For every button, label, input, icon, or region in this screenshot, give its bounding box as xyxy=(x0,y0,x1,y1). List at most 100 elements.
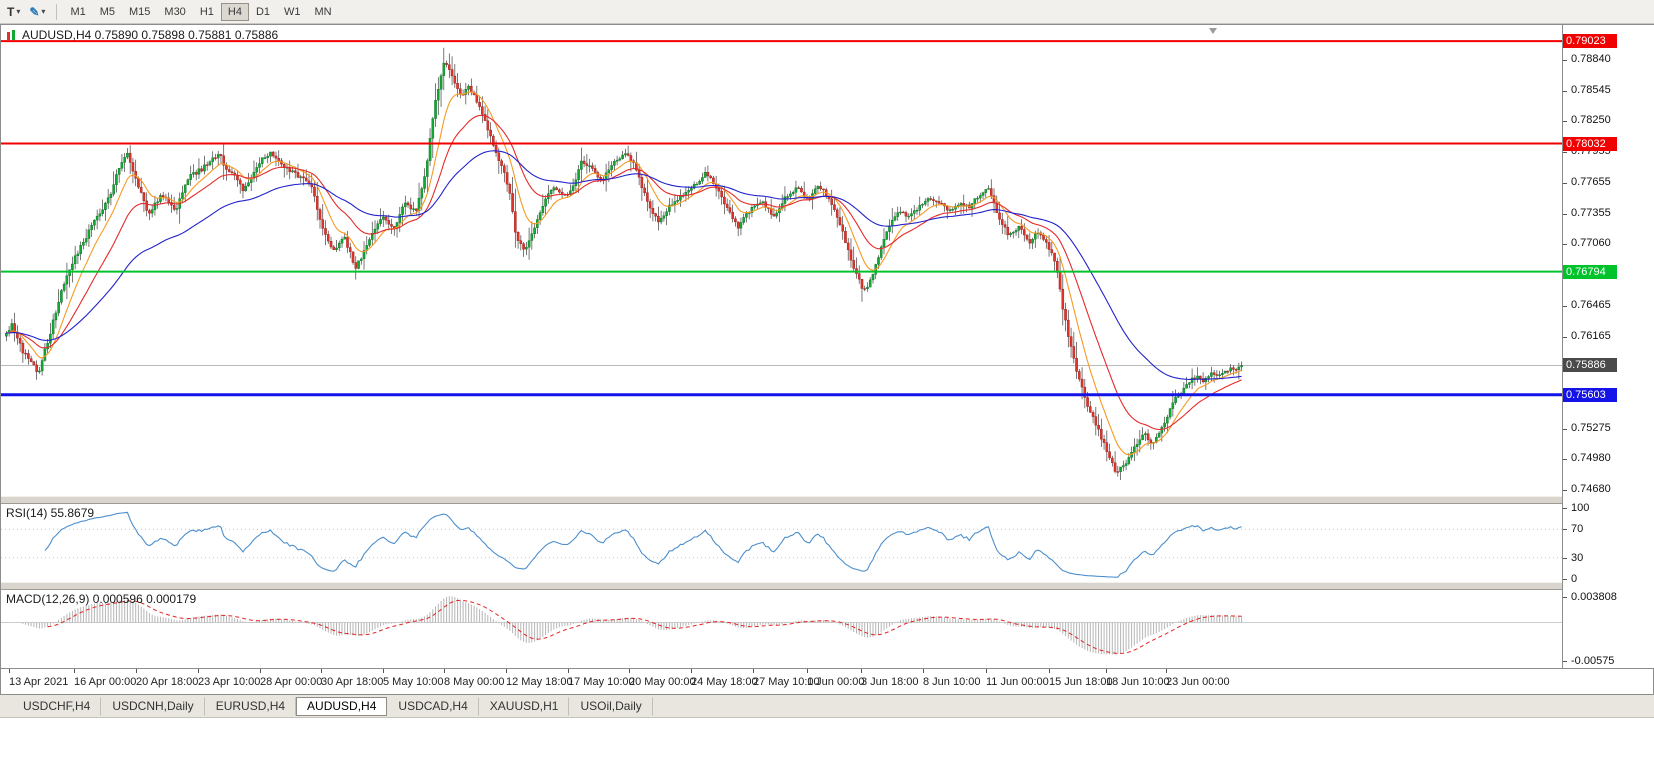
timeframe-button-m30[interactable]: M30 xyxy=(164,5,186,18)
chart-tab-audusd-h4[interactable]: AUDUSD,H4 xyxy=(296,696,388,716)
price-level-marker: 0.78032 xyxy=(1563,137,1617,151)
time-axis-label: 1 Jun 00:00 xyxy=(807,676,865,688)
price-axis-label: 0.74680 xyxy=(1571,483,1611,495)
price-axis-label: 0.78250 xyxy=(1571,114,1611,126)
timeframe-button-m1[interactable]: M1 xyxy=(70,5,86,18)
time-axis-tick xyxy=(506,669,507,673)
time-axis-label: 20 May 00:00 xyxy=(629,676,696,688)
chart-tab-eurusd-h4[interactable]: EURUSD,H4 xyxy=(205,696,297,716)
time-axis-tick xyxy=(629,669,630,673)
rsi-panel[interactable] xyxy=(1,504,1562,582)
price-axis-tick xyxy=(1563,490,1567,491)
macd-axis-tick xyxy=(1563,661,1567,662)
time-axis-label: 20 Apr 18:00 xyxy=(136,676,199,688)
time-axis-label: 8 May 00:00 xyxy=(444,676,505,688)
time-axis-tick xyxy=(1049,669,1050,673)
time-axis[interactable]: 13 Apr 2021 16 Apr 00:00 20 Apr 18:00 23 Ap… xyxy=(1,668,1653,694)
timeframe-button-m15[interactable]: M15 xyxy=(129,5,151,18)
timeframe-button-d1[interactable]: D1 xyxy=(255,5,270,18)
timeframe-button-m5[interactable]: M5 xyxy=(99,5,115,18)
price-axis-label: 0.75275 xyxy=(1571,422,1611,434)
rsi-axis-label: 70 xyxy=(1571,523,1584,535)
rsi-axis-tick xyxy=(1563,508,1567,509)
main-price-chart[interactable] xyxy=(1,25,1562,496)
macd-axis-label: -0.00575 xyxy=(1571,655,1615,667)
time-axis-tick xyxy=(321,669,322,673)
chart-tab-usdcad-h4[interactable]: USDCAD,H4 xyxy=(387,696,479,716)
time-axis-label: 16 Apr 00:00 xyxy=(74,676,137,688)
price-axis-label: 0.78545 xyxy=(1571,84,1611,96)
price-axis-tick xyxy=(1563,244,1567,245)
time-axis-tick xyxy=(1166,669,1167,673)
price-axis-tick xyxy=(1563,60,1567,61)
time-axis-label: 18 Jun 10:00 xyxy=(1106,676,1170,688)
chart-tab-usdcnh-daily[interactable]: USDCNH,Daily xyxy=(101,696,205,716)
time-axis-label: 30 Apr 18:00 xyxy=(321,676,384,688)
macd-panel[interactable] xyxy=(1,590,1562,668)
chart-tab-usoil-daily[interactable]: USOil,Daily xyxy=(569,696,653,716)
time-axis-tick xyxy=(807,669,808,673)
time-axis-label: 11 Jun 00:00 xyxy=(986,676,1049,688)
price-axis-tick xyxy=(1563,337,1567,338)
price-axis-label: 0.78840 xyxy=(1571,53,1611,65)
panel-separator[interactable] xyxy=(1,582,1653,590)
rsi-axis-label: 30 xyxy=(1571,552,1584,564)
price-axis-label: 0.74980 xyxy=(1571,452,1611,464)
time-axis-label: 13 Apr 2021 xyxy=(9,676,69,688)
price-axis-tick xyxy=(1563,306,1567,307)
price-axis-tick xyxy=(1563,183,1567,184)
price-axis[interactable]: 0.78840 0.78545 0.78250 0.77955 0.77655 0.773… xyxy=(1562,25,1654,668)
time-axis-tick xyxy=(198,669,199,673)
price-axis-label: 0.76465 xyxy=(1571,299,1611,311)
price-level-marker: 0.79023 xyxy=(1563,34,1617,48)
toolbar-separator xyxy=(56,3,58,20)
time-axis-tick xyxy=(74,669,75,673)
time-axis-tick xyxy=(1106,669,1107,673)
time-axis-tick xyxy=(861,669,862,673)
timeframe-button-mn[interactable]: MN xyxy=(314,5,332,18)
draw-tool-button[interactable]: ✎ ▾ xyxy=(25,2,49,22)
price-axis-label: 0.77655 xyxy=(1571,176,1611,188)
price-axis-tick xyxy=(1563,429,1567,430)
current-price-marker: 0.75886 xyxy=(1563,358,1617,372)
time-axis-tick xyxy=(568,669,569,673)
top-toolbar: T ▾ ✎ ▾ M1 M5 M15 M30 H1 H4 D1 W1 MN xyxy=(0,0,1654,24)
panel-separator[interactable] xyxy=(1,496,1653,504)
chart-window[interactable]: AUDUSD,H4 0.75890 0.75898 0.75881 0.7588… xyxy=(0,24,1654,695)
rsi-axis-tick xyxy=(1563,558,1567,559)
rsi-axis-tick xyxy=(1563,579,1567,580)
time-axis-tick xyxy=(383,669,384,673)
rsi-label: RSI(14) 55.8679 xyxy=(6,506,95,520)
time-axis-label: 17 May 10:00 xyxy=(568,676,635,688)
time-axis-tick xyxy=(444,669,445,673)
time-axis-label: 23 Apr 10:00 xyxy=(198,676,261,688)
time-axis-tick xyxy=(136,669,137,673)
chart-title-icon xyxy=(7,30,15,40)
chart-tab-usdchf-h4[interactable]: USDCHF,H4 xyxy=(12,696,102,716)
price-axis-label: 0.77060 xyxy=(1571,237,1611,249)
time-axis-tick xyxy=(753,669,754,673)
rsi-axis-tick xyxy=(1563,529,1567,530)
timeframe-button-h4[interactable]: H4 xyxy=(220,2,249,21)
chart-shift-icon[interactable] xyxy=(1209,28,1217,34)
price-level-marker: 0.75603 xyxy=(1563,388,1617,402)
rsi-axis-label: 100 xyxy=(1571,502,1590,514)
timeframe-group: M1 M5 M15 M30 H1 H4 D1 W1 MN xyxy=(63,2,338,21)
time-axis-tick xyxy=(9,669,10,673)
chart-tab-xauusd-h1[interactable]: XAUUSD,H1 xyxy=(479,696,570,716)
chevron-down-icon: ▾ xyxy=(16,7,21,16)
price-axis-tick xyxy=(1563,91,1567,92)
price-axis-tick xyxy=(1563,459,1567,460)
chevron-down-icon: ▾ xyxy=(41,7,46,16)
text-tool-icon: T xyxy=(7,4,15,19)
text-tool-button[interactable]: T ▾ xyxy=(3,2,24,22)
time-axis-label: 8 Jun 10:00 xyxy=(923,676,981,688)
chart-tabs: USDCHF,H4 USDCNH,Daily EURUSD,H4 AUDUSD,H4 U… xyxy=(0,695,1654,718)
price-axis-tick xyxy=(1563,152,1567,153)
timeframe-button-h1[interactable]: H1 xyxy=(199,5,214,18)
macd-label: MACD(12,26,9) 0.000596 0.000179 xyxy=(6,592,197,606)
timeframe-button-w1[interactable]: W1 xyxy=(284,5,301,18)
time-axis-label: 23 Jun 00:00 xyxy=(1166,676,1230,688)
time-axis-label: 12 May 18:00 xyxy=(506,676,573,688)
time-axis-label: 3 Jun 18:00 xyxy=(861,676,919,688)
